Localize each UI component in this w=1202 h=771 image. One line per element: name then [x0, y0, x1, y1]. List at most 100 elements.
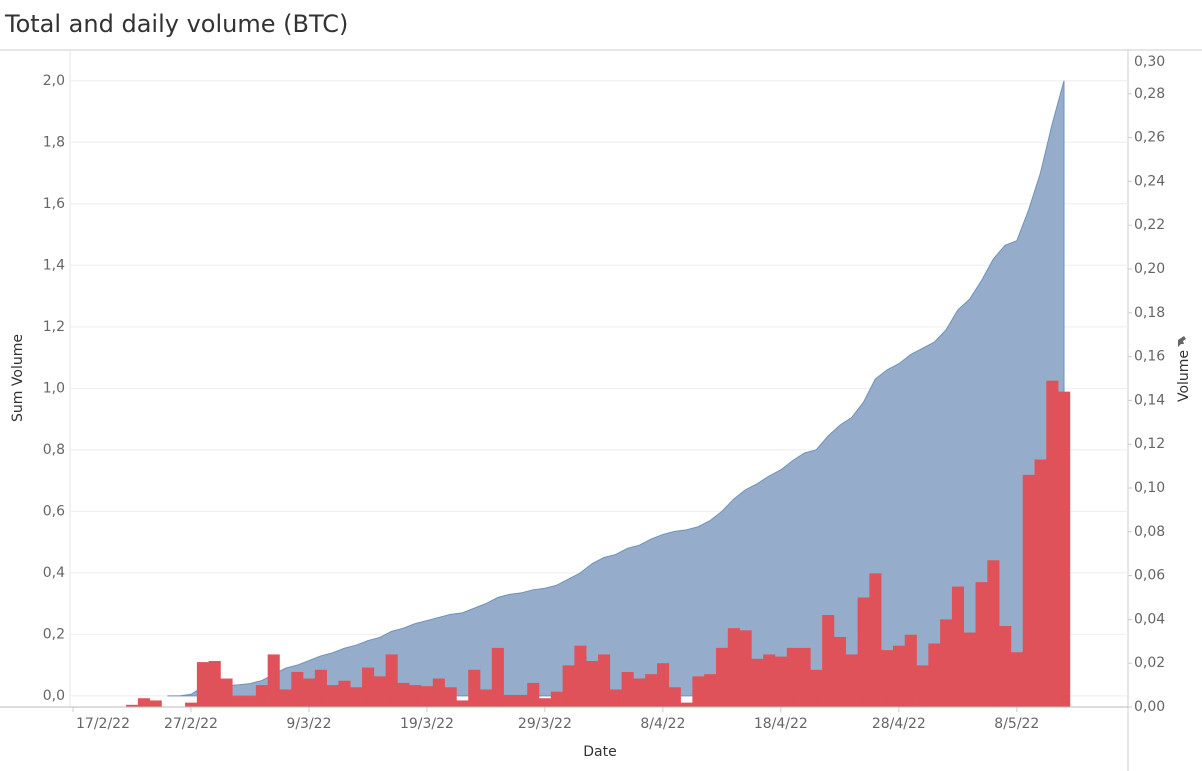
bar [1034, 459, 1047, 707]
bar [468, 669, 481, 707]
y2-tick-label: 0,30 [1134, 54, 1165, 70]
bar [999, 625, 1012, 707]
bar [291, 671, 304, 707]
bar [1022, 474, 1035, 707]
y2-tick-label: 0,02 [1134, 655, 1165, 671]
y2-tick-label: 0,10 [1134, 480, 1165, 496]
bar [244, 696, 257, 707]
y2-tick-label: 0,20 [1134, 261, 1165, 277]
bar [126, 704, 139, 707]
bar [621, 671, 634, 707]
bar [220, 678, 233, 707]
bar [362, 667, 375, 707]
area [167, 80, 1065, 697]
bar [432, 678, 445, 707]
bar [326, 685, 339, 707]
x-tick-label: 28/4/22 [872, 716, 926, 732]
y2-tick-label: 0,00 [1134, 699, 1165, 715]
x-axis-title: Date [583, 744, 616, 760]
bar [385, 654, 398, 707]
bar [1046, 380, 1059, 707]
bar [892, 645, 906, 707]
bar [869, 573, 882, 707]
bar [692, 676, 705, 707]
bar [397, 682, 410, 707]
bar [350, 687, 363, 707]
y2-tick-label: 0,06 [1134, 568, 1165, 584]
bar [562, 665, 575, 707]
bar [208, 661, 221, 707]
bar [185, 702, 198, 707]
bar [715, 647, 729, 707]
bar [763, 654, 776, 707]
y-tick-label: 0,4 [43, 565, 65, 581]
bar [279, 689, 292, 707]
bar [421, 686, 434, 707]
y2-axis-title: Volume [1176, 350, 1192, 402]
y-tick-label: 1,2 [43, 319, 65, 335]
y2-tick-label: 0,22 [1134, 217, 1165, 233]
bar [645, 674, 658, 707]
y-axis-title: Sum Volume [10, 334, 26, 422]
y2-tick-label: 0,18 [1134, 305, 1165, 321]
bar [987, 560, 1000, 707]
bar [444, 687, 457, 707]
bar [503, 694, 516, 707]
bar [550, 691, 563, 707]
x-tick-label: 8/4/22 [640, 716, 685, 732]
y-tick-label: 0,2 [43, 626, 65, 642]
bar [196, 662, 209, 707]
bar [680, 702, 693, 707]
x-tick-label: 18/4/22 [754, 716, 808, 732]
y2-tick-label: 0,26 [1134, 130, 1165, 146]
bar [232, 696, 245, 707]
y-tick-label: 1,0 [43, 380, 65, 396]
y-tick-label: 0,8 [43, 442, 65, 458]
y2-tick-label: 0,24 [1134, 173, 1165, 189]
bar [539, 698, 552, 707]
bar [456, 700, 469, 707]
bar [633, 678, 646, 707]
x-tick-label: 29/3/22 [518, 716, 572, 732]
bar [904, 634, 917, 707]
bar [810, 669, 823, 707]
bar [491, 647, 504, 707]
x-tick-label: 8/5/22 [994, 716, 1039, 732]
y2-tick-label: 0,12 [1134, 436, 1165, 452]
bar [314, 669, 327, 707]
bar [786, 647, 799, 707]
x-tick-label: 9/3/22 [286, 716, 331, 732]
bar [704, 674, 717, 707]
bar [881, 650, 894, 707]
y2-tick-label: 0,04 [1134, 611, 1165, 627]
bar [480, 689, 493, 707]
bar [527, 682, 540, 707]
bar [609, 689, 622, 707]
bar [1010, 652, 1024, 707]
pin-icon [1178, 336, 1186, 347]
y-tick-label: 0,6 [43, 503, 65, 519]
bar [303, 678, 316, 707]
bar [409, 685, 422, 707]
x-tick-label: 19/3/22 [400, 716, 454, 732]
chart-title: Total and daily volume (BTC) [4, 10, 348, 38]
bar [515, 694, 528, 707]
bar [798, 647, 811, 707]
bar [574, 645, 587, 707]
bar [751, 658, 764, 707]
bar [739, 630, 752, 707]
y2-tick-label: 0,28 [1134, 86, 1165, 102]
y-tick-label: 1,4 [43, 257, 65, 273]
bar [975, 582, 988, 707]
bar [338, 680, 351, 707]
x-tick-label: 27/2/22 [164, 716, 218, 732]
bar [149, 700, 162, 707]
y-tick-label: 2,0 [43, 73, 65, 89]
bar [774, 656, 788, 707]
bar [833, 636, 847, 707]
bar [598, 654, 611, 707]
bar [656, 663, 670, 707]
bar [1058, 391, 1071, 707]
bar [586, 661, 599, 707]
